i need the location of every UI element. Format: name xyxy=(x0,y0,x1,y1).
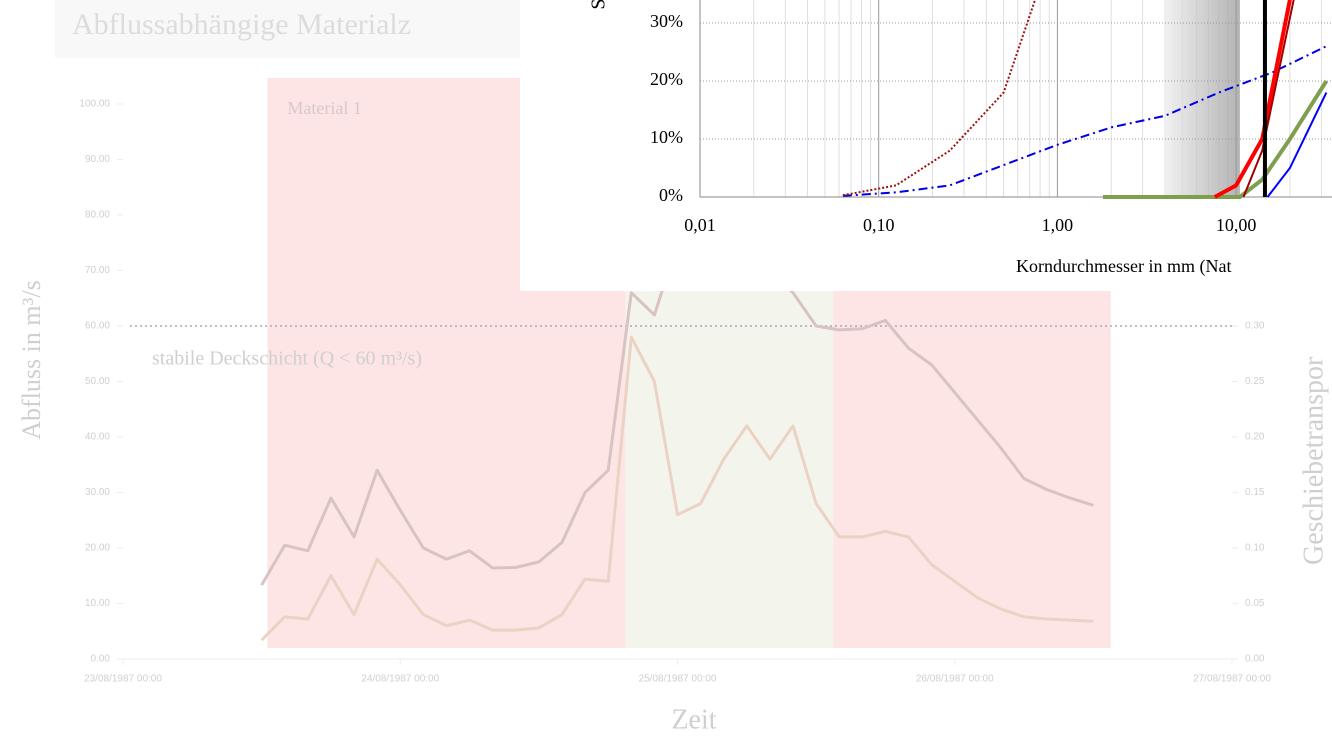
y-tick-label: 60.00 xyxy=(85,321,110,332)
x-tick-label: 25/08/1987 00:00 xyxy=(639,674,717,685)
x-axis-label: Zeit xyxy=(671,704,716,735)
y-tick-label: 30% xyxy=(650,11,683,31)
x-tick-label: 26/08/1987 00:00 xyxy=(916,674,994,685)
x-tick-label: 24/08/1987 00:00 xyxy=(361,674,439,685)
data-line xyxy=(260,335,1094,642)
y-tick-label: 50.00 xyxy=(85,376,110,387)
x-tick-label: 27/08/1987 00:00 xyxy=(1193,674,1271,685)
title-box xyxy=(55,0,525,58)
y-tick-label: 100.00 xyxy=(79,99,110,110)
grain-curve xyxy=(1266,92,1328,198)
y2-tick-label: 0.20 xyxy=(1245,432,1265,443)
y-tick-label: 40.00 xyxy=(85,432,110,443)
grain-curve xyxy=(1103,79,1329,199)
x-tick-label: 1,00 xyxy=(1042,215,1074,235)
y-tick-label: 10.00 xyxy=(85,598,110,609)
popup-chart: 0,01 0,10 1,00 10,00 0% 10% 20% 30% S Korndurchm… xyxy=(520,0,1332,291)
y-axis-label: S xyxy=(588,0,610,10)
y-tick-label: 80.00 xyxy=(85,210,110,221)
y-tick-label: 10% xyxy=(650,127,683,147)
threshold-label: stabile Deckschicht (Q < 60 m³/s) xyxy=(152,348,422,370)
y-tick-label: 0% xyxy=(659,185,683,205)
x-tick-label: 10,00 xyxy=(1216,215,1257,235)
x-tick-label: 0,01 xyxy=(684,215,716,235)
y-tick-label: 70.00 xyxy=(85,265,110,276)
y-tick-label: 20% xyxy=(650,69,683,89)
y-axis-label: Abfluss in m³/s xyxy=(17,280,46,439)
grain-curve xyxy=(1242,0,1295,198)
shaded-range xyxy=(1164,0,1240,197)
chart-title: Abflussabhängige Materialz xyxy=(72,8,411,41)
y2-tick-label: 0.05 xyxy=(1245,598,1265,609)
y-tick-label: 30.00 xyxy=(85,487,110,498)
y2-tick-label: 0.25 xyxy=(1245,376,1265,387)
grain-curve xyxy=(1213,0,1292,199)
y-tick-label: 90.00 xyxy=(85,154,110,165)
x-axis-label: Korndurchmesser in mm (Nat xyxy=(1016,256,1231,277)
y-tick-label: 0.00 xyxy=(91,654,111,665)
y2-axis-label: Geschiebetranspor xyxy=(1298,356,1329,565)
grain-curve xyxy=(842,0,1037,197)
region-label: Material 1 xyxy=(287,98,361,118)
y2-tick-label: 0.00 xyxy=(1245,654,1265,665)
y-tick-label: 20.00 xyxy=(85,543,110,554)
y2-tick-label: 0.30 xyxy=(1245,321,1265,332)
x-tick-label: 0,10 xyxy=(863,215,895,235)
y2-tick-label: 0.10 xyxy=(1245,543,1265,554)
x-tick-label: 23/08/1987 00:00 xyxy=(84,674,162,685)
grain-curve xyxy=(842,45,1327,197)
y2-tick-label: 0.15 xyxy=(1245,487,1265,498)
